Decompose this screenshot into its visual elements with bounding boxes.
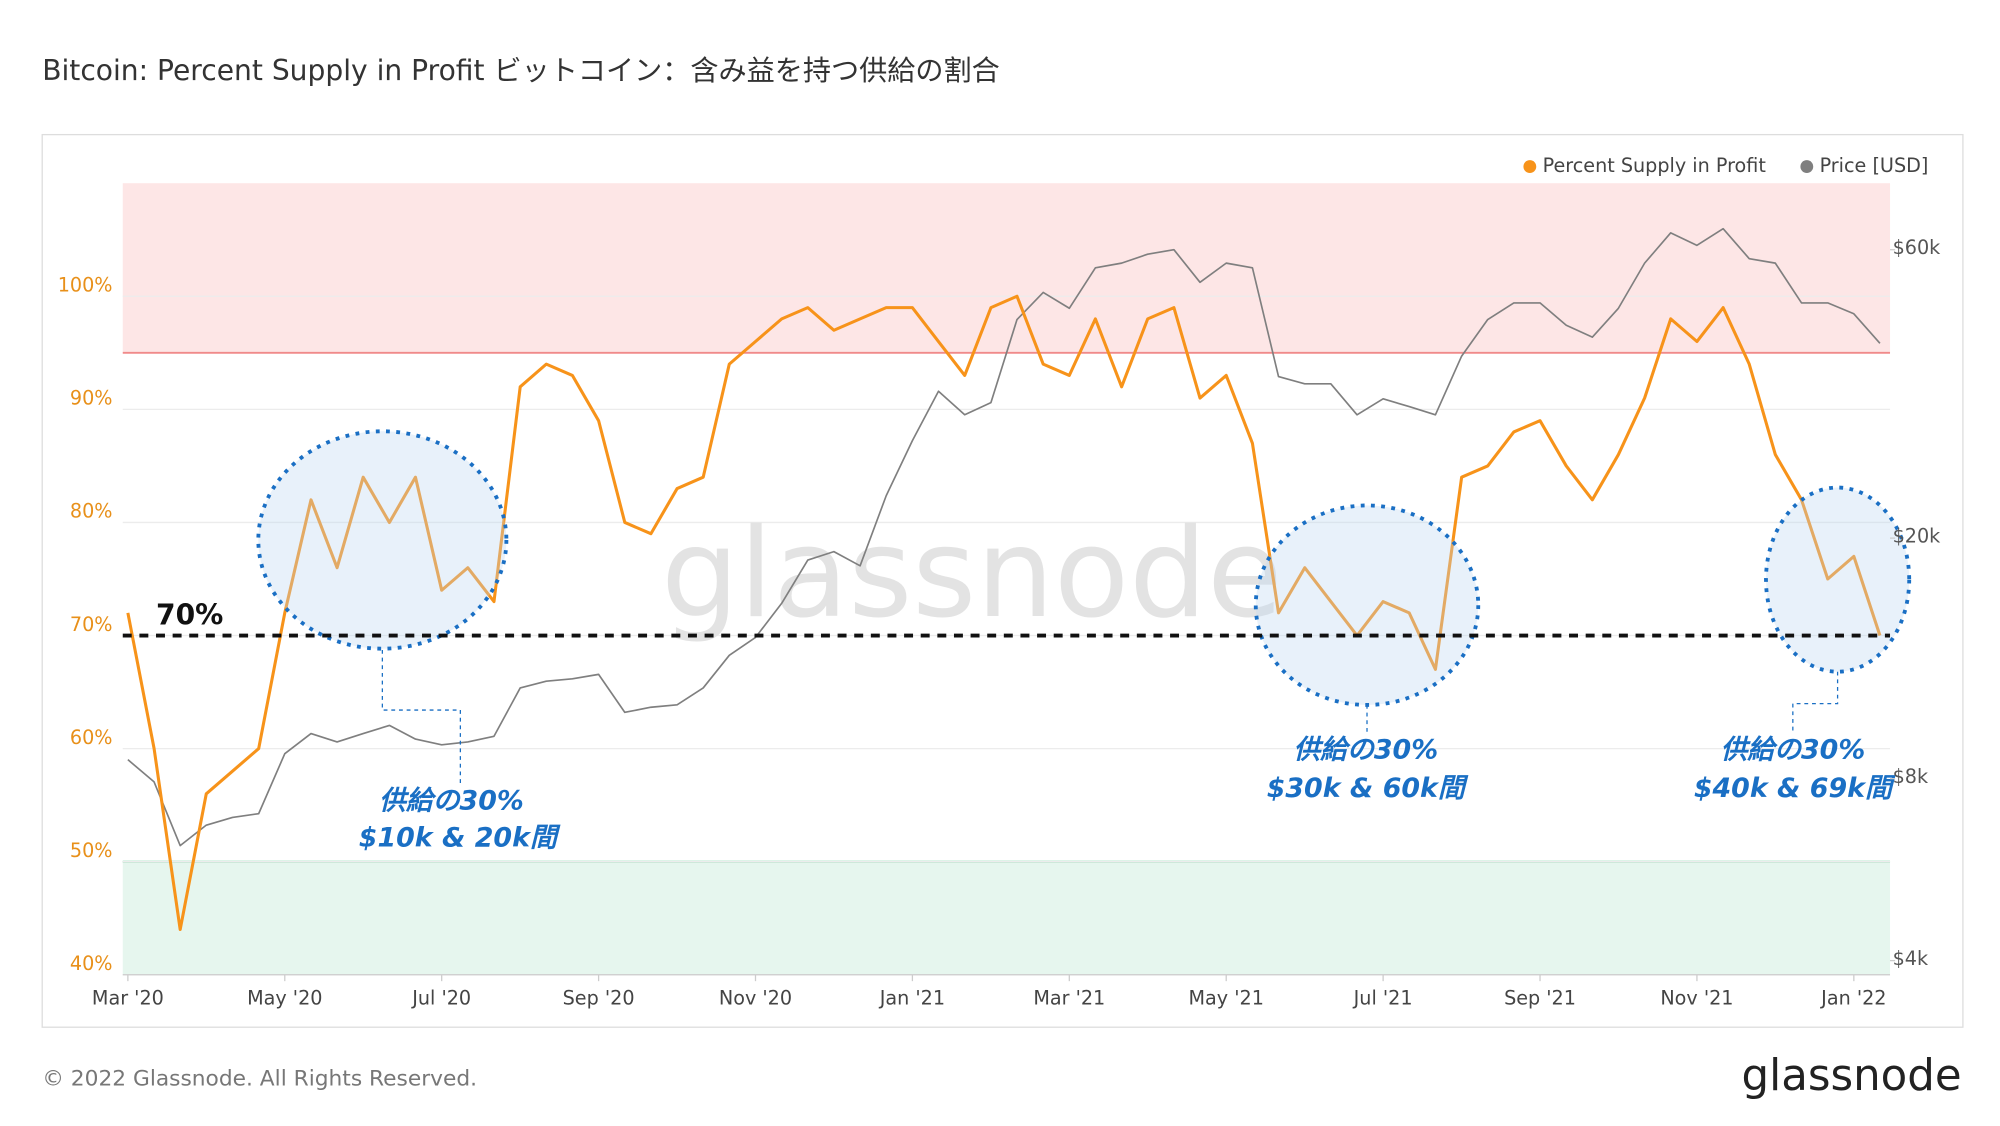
legend-marker	[1523, 160, 1537, 173]
connector	[1792, 671, 1839, 732]
highlight-circle	[256, 429, 509, 651]
annotation: 供給の30%	[1293, 734, 1438, 765]
series-line	[127, 227, 1881, 847]
annotation: $10k & 20k間	[359, 823, 561, 854]
y2-tick-label: $8k	[1893, 765, 1929, 788]
highlight-circle	[1764, 485, 1912, 674]
legend-marker	[1800, 160, 1814, 173]
y2-tick-label: $20k	[1893, 524, 1942, 547]
y-tick-label: 90%	[70, 387, 113, 410]
x-tick-label: Jul '21	[1353, 987, 1413, 1010]
y-tick-label: 70%	[70, 613, 113, 636]
legend-label: Percent Supply in Profit	[1543, 154, 1767, 177]
annotation: 供給の30%	[1720, 734, 1865, 765]
y-tick-label: 100%	[58, 274, 113, 297]
bands	[122, 183, 1891, 976]
annotation: $30k & 60k間	[1267, 773, 1469, 804]
frame	[41, 133, 1964, 1028]
upper-band	[122, 183, 1891, 353]
annotation-shapes	[256, 429, 1912, 707]
annotation: $40k & 69k間	[1694, 773, 1896, 804]
connectors	[381, 649, 1839, 783]
lower-band	[122, 861, 1891, 975]
y-tick-label: 40%	[70, 952, 113, 975]
highlight-circle	[1253, 503, 1481, 707]
x-tick-label: Nov '21	[1660, 987, 1733, 1010]
logo: glassnode	[1742, 1051, 1962, 1101]
plot	[126, 227, 1882, 932]
x-tick-label: Mar '21	[1033, 987, 1105, 1010]
x-tick-label: Nov '20	[719, 987, 792, 1010]
y-tick-label: 50%	[70, 839, 113, 862]
x-tick-label: May '21	[1189, 987, 1264, 1010]
legend-label: Price [USD]	[1820, 154, 1929, 177]
y-tick-label: 80%	[70, 500, 113, 523]
x-tick-label: Mar '20	[92, 987, 164, 1010]
annotation: 70%	[156, 599, 223, 632]
footer: © 2022 Glassnode. All Rights Reserved.	[42, 1067, 477, 1092]
x-tick-label: Sep '21	[1504, 987, 1576, 1010]
x-tick-label: Jul '20	[411, 987, 471, 1010]
y-tick-label: 60%	[70, 726, 113, 749]
x-tick-label: Sep '20	[563, 987, 635, 1010]
x-tick-label: Jan '22	[1820, 987, 1886, 1010]
y2-tick-label: $60k	[1893, 236, 1942, 259]
annotation: 供給の30%	[379, 786, 524, 817]
x-tick-label: Jan '21	[879, 987, 945, 1010]
y2-tick-label: $4k	[1893, 947, 1929, 970]
chart-title: Bitcoin: Percent Supply in Profit ビットコイン…	[42, 54, 1000, 87]
connector	[381, 649, 461, 783]
series-line	[126, 294, 1882, 932]
x-tick-label: May '20	[247, 987, 322, 1010]
watermark: glassnode	[661, 502, 1282, 645]
